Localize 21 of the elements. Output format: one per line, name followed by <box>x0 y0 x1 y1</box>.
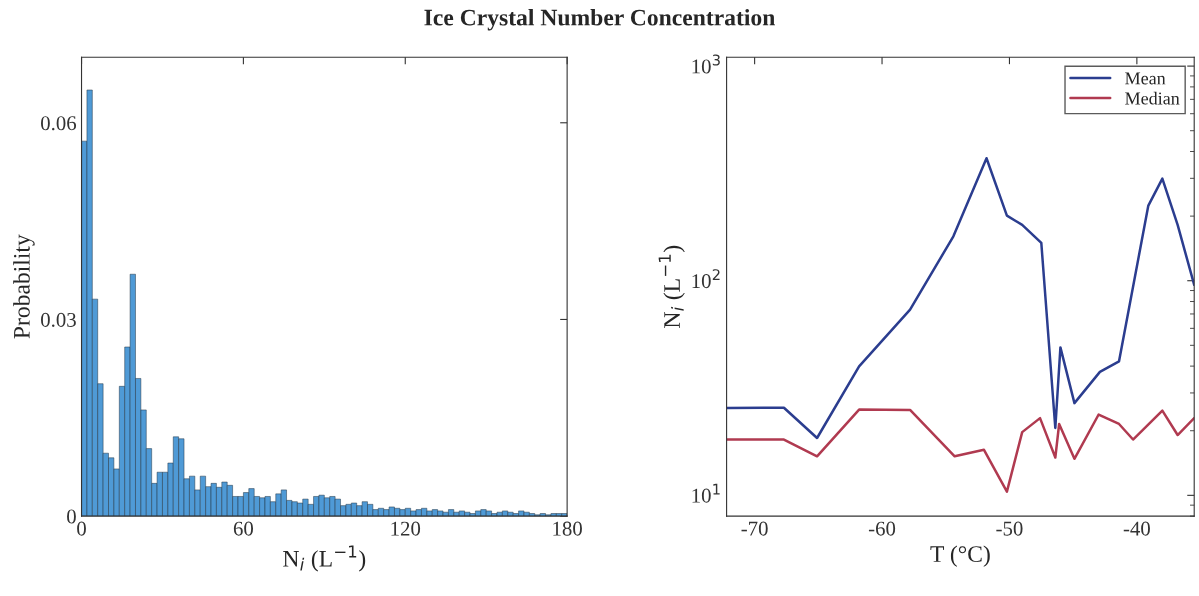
x-tick-label: 120 <box>391 521 421 536</box>
x-axis-title: T (°C) <box>930 545 990 567</box>
y-tick-label: 0.06 <box>41 116 77 131</box>
x-tick-label: 60 <box>233 521 254 536</box>
x-tick-label: -50 <box>996 521 1023 536</box>
y-tick-label: 0 <box>67 509 76 524</box>
legend-label: Median <box>1125 91 1180 105</box>
y-tick-label: 0.03 <box>41 312 76 327</box>
y-axis-title: Probability <box>13 234 35 339</box>
legend-label: Mean <box>1125 72 1166 85</box>
y-tick-label: 10$^{3}$ <box>692 54 720 74</box>
y-tick-label: 10$^{1}$ <box>692 483 720 503</box>
x-tick-label: 0 <box>77 521 86 536</box>
x-tick-label: -70 <box>741 521 768 536</box>
x-axis-title: N$_{i}$ (L$^{−1}$) <box>283 545 366 572</box>
chart-title: Ice Crystal Number Concentration <box>424 8 775 31</box>
x-tick-label: 180 <box>553 521 582 536</box>
y-axis-title: N$_{i}$ (L$^{−1}$) <box>658 245 685 328</box>
y-tick-label: 10$^{2}$ <box>692 269 720 289</box>
x-tick-label: -40 <box>1123 521 1150 536</box>
x-tick-label: -60 <box>868 521 896 536</box>
